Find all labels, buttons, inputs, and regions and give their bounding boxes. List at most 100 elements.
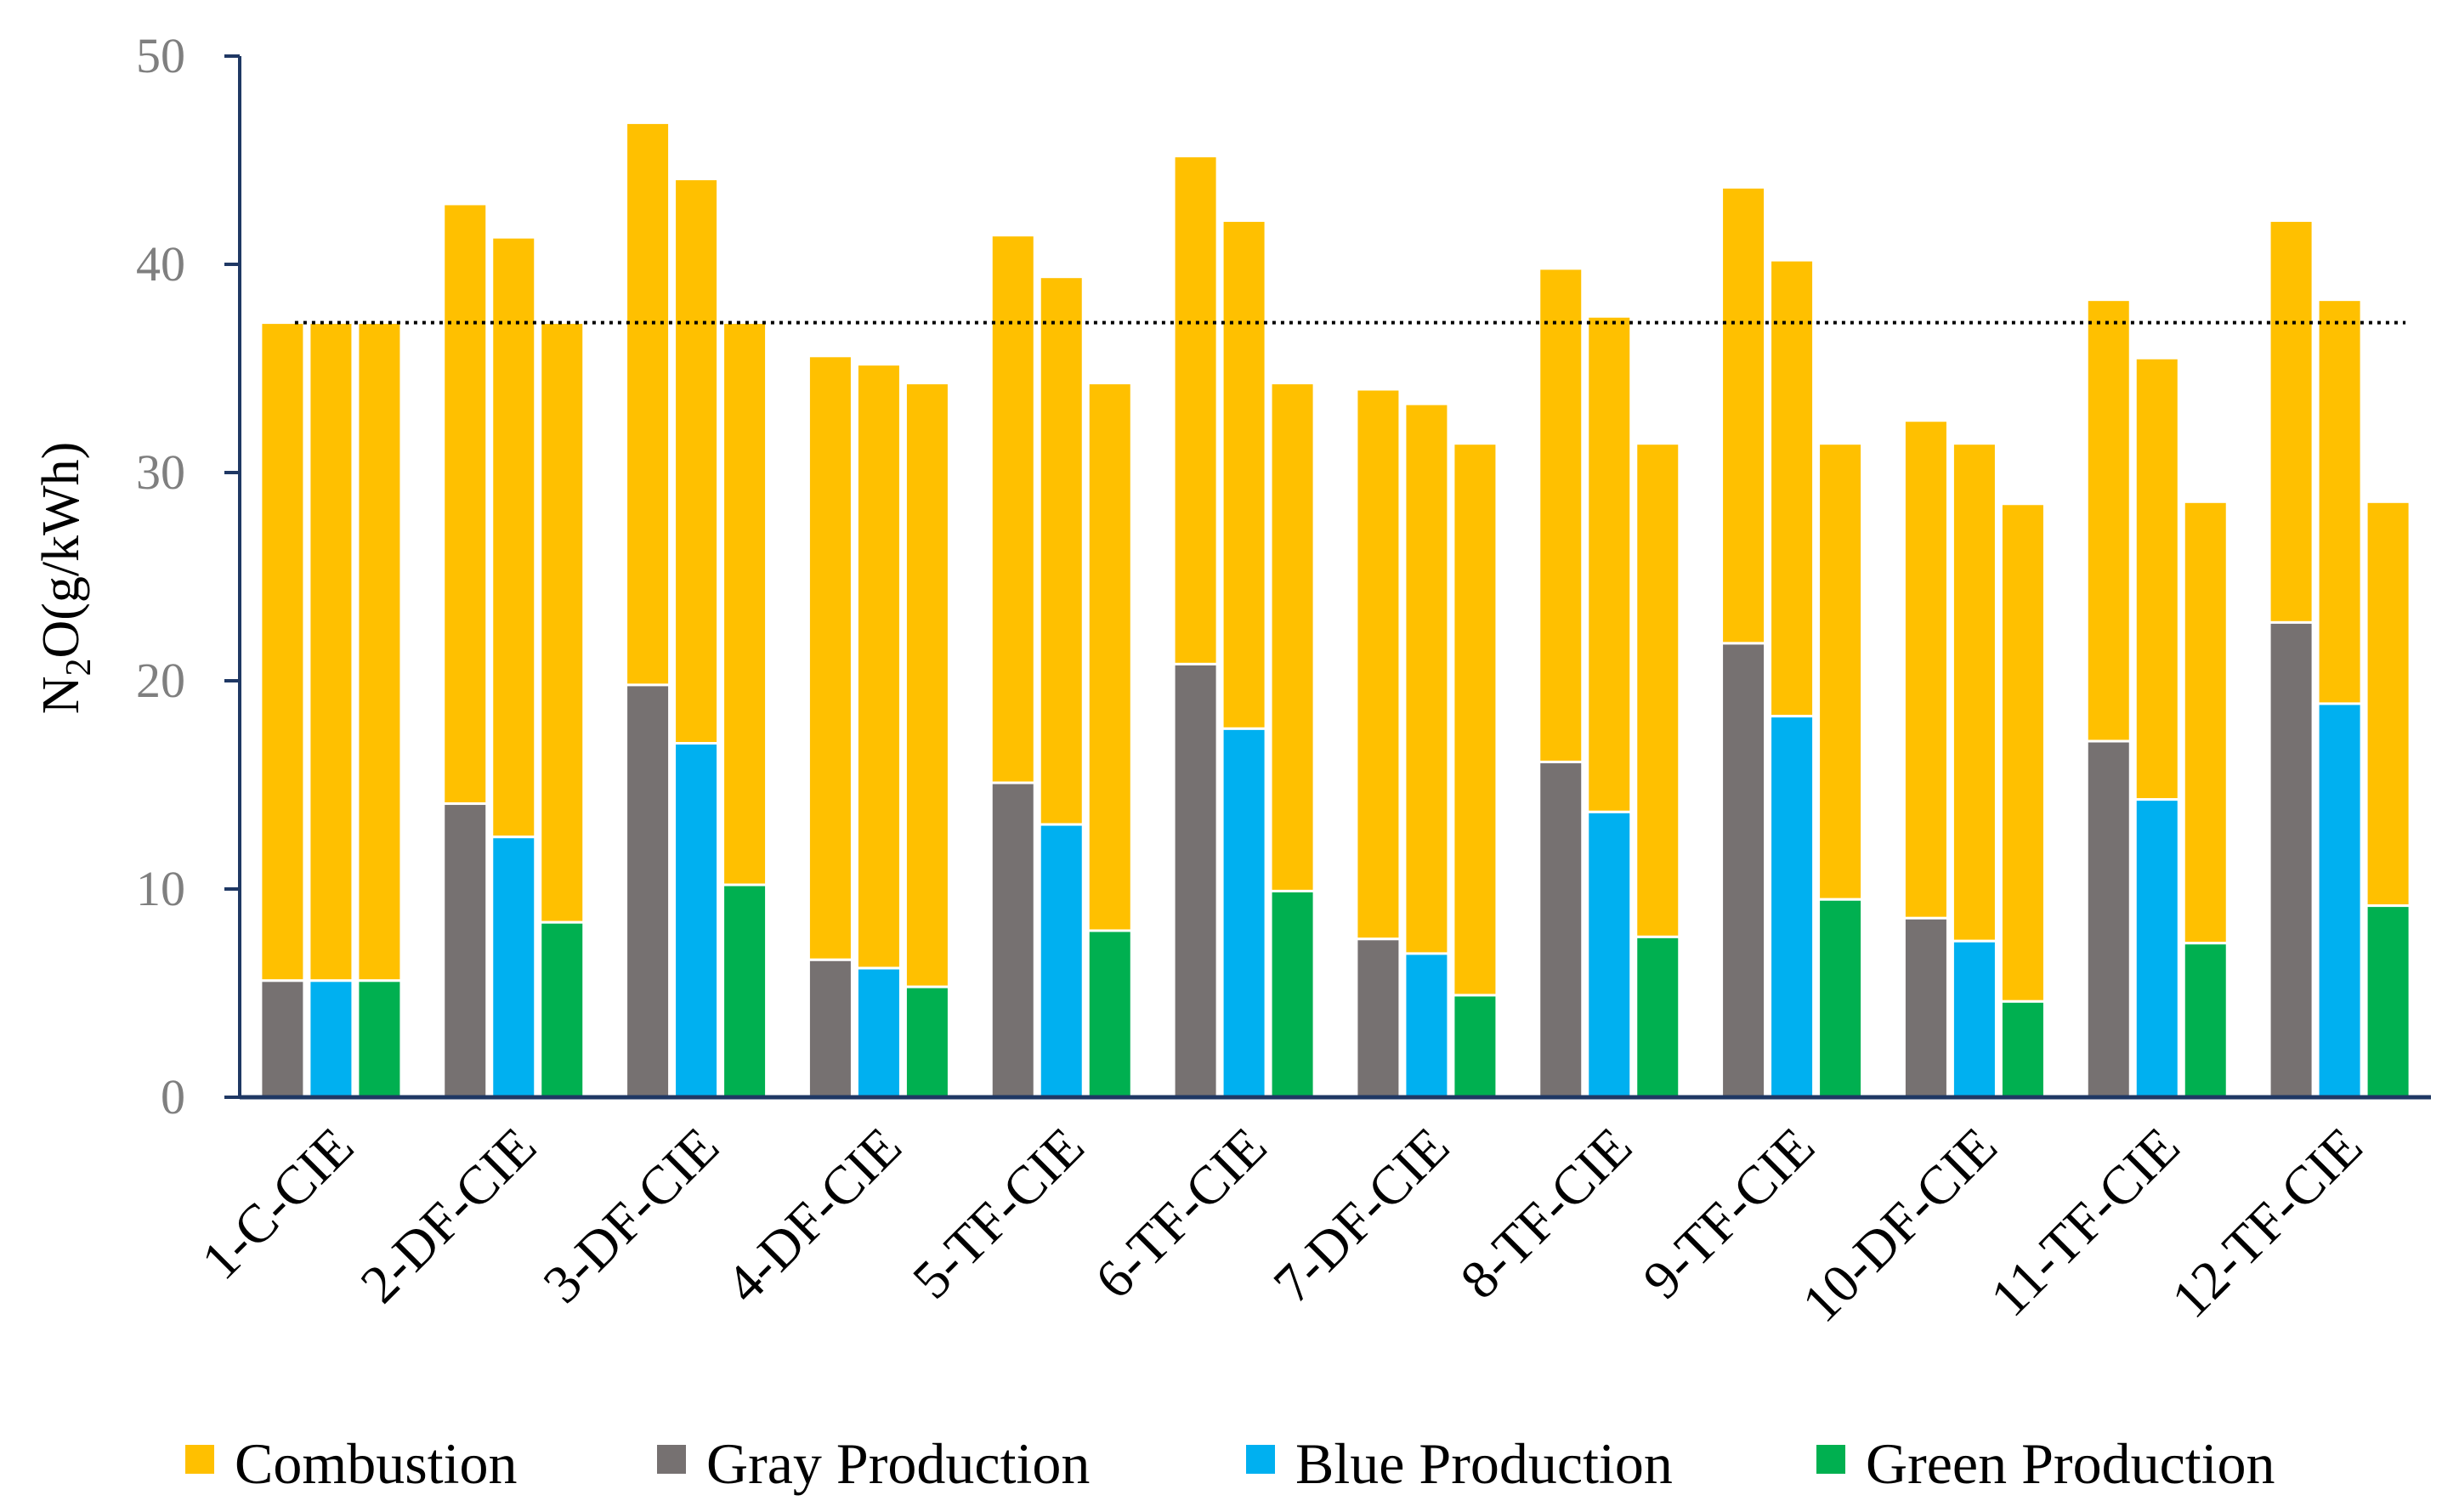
bar-combustion — [2085, 298, 2132, 743]
bar-combustion — [1951, 442, 1997, 943]
y-tick-label: 50 — [136, 28, 185, 83]
bar-combustion — [1999, 502, 2046, 1003]
bar-combustion — [2316, 298, 2363, 705]
bar-combustion — [442, 202, 489, 806]
y-tick-layer: 0 10 20 30 40 50 — [136, 28, 240, 1124]
bar-green-production — [904, 985, 950, 1099]
bar-combustion — [356, 321, 403, 983]
bar-combustion — [1902, 419, 1949, 920]
category-label: 11-TF-CIE — [1979, 1116, 2191, 1328]
bar-combustion — [1452, 442, 1499, 997]
category-label: 2-DF-CIE — [348, 1116, 547, 1315]
bar-combustion — [625, 121, 671, 687]
category-label: 1-C-CIE — [190, 1116, 365, 1291]
bar-combustion — [1086, 382, 1133, 932]
legend-label: Green Production — [1866, 1431, 2275, 1496]
legend-label: Gray Production — [706, 1431, 1090, 1496]
bar-green-production — [1999, 1000, 2046, 1099]
bar-combustion — [539, 321, 586, 924]
y-tick-label: 10 — [136, 861, 185, 916]
legend-swatch — [657, 1445, 686, 1474]
bar-combustion — [1769, 258, 1816, 718]
category-label: 8-TF-CIE — [1448, 1116, 1643, 1311]
category-label: 5-TF-CIE — [901, 1116, 1096, 1311]
legend-label: Blue Production — [1295, 1431, 1673, 1496]
bar-gray-production — [1172, 662, 1219, 1099]
bar-green-production — [539, 920, 586, 1099]
bar-gray-production — [625, 683, 671, 1099]
category-label: 6-TF-CIE — [1084, 1116, 1278, 1311]
bar-blue-production — [1586, 810, 1633, 1099]
bar-combustion — [989, 234, 1036, 784]
bar-gray-production — [2085, 739, 2132, 1099]
bar-green-production — [1452, 994, 1499, 1099]
category-label-layer: 1-C-CIE2-DF-CIE3-DF-CIE4-DF-CIE5-TF-CIE6… — [190, 1116, 2373, 1334]
bar-blue-production — [490, 835, 537, 1099]
y-tick-label: 30 — [136, 445, 185, 500]
legend: Combustion Gray Production Blue Production… — [185, 1431, 2275, 1496]
bar-combustion — [1172, 155, 1219, 665]
y-axis-title-rest: O(g/kWh) — [32, 442, 90, 659]
bar-gray-production — [2268, 620, 2315, 1099]
legend-label: Combustion — [235, 1431, 518, 1496]
bar-blue-production — [855, 966, 902, 1099]
category-label: 3-DF-CIE — [531, 1116, 730, 1315]
bar-combustion — [1635, 442, 1681, 938]
bar-green-production — [722, 883, 768, 1099]
bar-combustion — [1720, 185, 1767, 645]
legend-swatch — [1246, 1445, 1275, 1474]
bar-combustion — [308, 321, 354, 983]
bar-gray-production — [442, 802, 489, 1099]
y-axis-title-subscript: 2 — [59, 659, 99, 677]
legend-swatch — [185, 1445, 214, 1474]
bar-blue-production — [2316, 702, 2363, 1099]
bar-gray-production — [1902, 916, 1949, 1099]
bar-combustion — [2268, 219, 2315, 624]
category-label: 9-TF-CIE — [1631, 1116, 1826, 1311]
bar-green-production — [1635, 935, 1681, 1099]
bar-combustion — [1586, 314, 1633, 813]
y-axis-title-main: N — [32, 677, 90, 715]
legend-swatch — [1816, 1445, 1845, 1474]
category-label: 4-DF-CIE — [714, 1116, 913, 1315]
bar-gray-production — [989, 781, 1036, 1099]
axes-layer — [238, 56, 2431, 1100]
y-axis-title: N2O(g/kWh) — [32, 442, 99, 715]
bar-blue-production — [1403, 952, 1450, 1099]
bar-gray-production — [1720, 642, 1767, 1099]
bar-combustion — [2133, 356, 2180, 801]
bar-combustion — [1269, 382, 1316, 892]
bar-gray-production — [259, 979, 306, 1099]
category-label: 12-TF-CIE — [2160, 1116, 2373, 1329]
bar-green-production — [2365, 904, 2411, 1099]
bar-gray-production — [1538, 761, 1584, 1099]
bar-green-production — [1817, 898, 1864, 1099]
bar-combustion — [2182, 500, 2229, 945]
bar-combustion — [855, 363, 902, 970]
bar-blue-production — [2133, 798, 2180, 1099]
bar-combustion — [259, 321, 306, 983]
y-tick-label: 0 — [161, 1069, 185, 1124]
bar-combustion — [1817, 442, 1864, 901]
bar-gray-production — [807, 958, 853, 1099]
bar-combustion — [807, 354, 853, 961]
bar-blue-production — [1951, 939, 1997, 1099]
bar-blue-production — [1221, 727, 1267, 1099]
bar-combustion — [1355, 388, 1402, 941]
bar-combustion — [722, 321, 768, 886]
y-tick-label: 40 — [136, 236, 185, 292]
category-label: 10-DF-CIE — [1790, 1116, 2008, 1334]
bar-blue-production — [673, 742, 720, 1099]
bar-combustion — [1403, 402, 1450, 955]
category-label: 7-DF-CIE — [1262, 1116, 1461, 1315]
bar-blue-production — [1038, 823, 1085, 1099]
bar-blue-production — [1769, 715, 1816, 1099]
bar-combustion — [1221, 219, 1267, 730]
bars-layer — [259, 121, 2411, 1099]
bar-green-production — [1269, 889, 1316, 1099]
y-tick-label: 20 — [136, 653, 185, 708]
bar-green-production — [356, 979, 403, 1099]
bar-combustion — [904, 382, 950, 988]
bar-combustion — [673, 178, 720, 745]
